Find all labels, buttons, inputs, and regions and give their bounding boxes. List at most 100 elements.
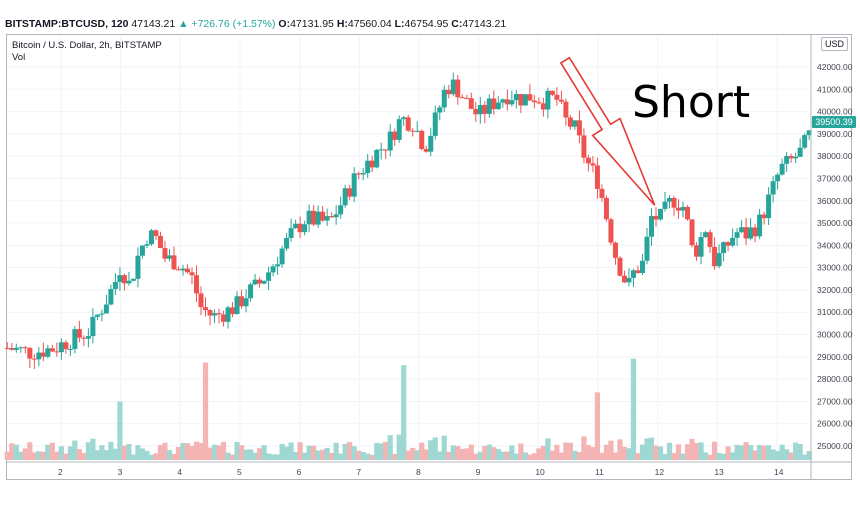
time-axis[interactable]: 2 3 4 5 6 7 8 9 10 11 12 13 14 xyxy=(7,461,851,477)
time-tick-label: 12 xyxy=(655,467,665,477)
candle-body xyxy=(676,207,682,211)
volume-bar xyxy=(581,436,587,460)
volume-bar xyxy=(536,448,542,460)
price-tick-label: 30000.00 xyxy=(817,330,853,340)
candle-body xyxy=(297,223,303,233)
candle-body xyxy=(184,268,190,273)
volume-bar xyxy=(747,444,754,460)
volume-bar xyxy=(729,452,736,460)
volume-bar xyxy=(126,444,132,460)
candle-body xyxy=(518,94,524,106)
volume-bar xyxy=(234,441,240,460)
volume-bar xyxy=(13,444,19,460)
volume-bar xyxy=(220,441,227,460)
candle-body xyxy=(585,157,591,164)
volume-bar xyxy=(31,452,37,460)
volume-bar xyxy=(229,454,236,460)
candle-body xyxy=(468,98,474,109)
volume-bar xyxy=(130,454,137,460)
candle-body xyxy=(126,280,132,284)
candle-body xyxy=(545,90,551,110)
candle-body xyxy=(342,188,348,206)
candle-body xyxy=(644,236,650,261)
candle-body xyxy=(351,173,357,197)
currency-selector[interactable]: USD xyxy=(821,37,849,51)
volume-bar xyxy=(342,443,348,460)
volume-bar xyxy=(148,454,155,460)
short-annotation: Short xyxy=(632,77,751,128)
volume-bar xyxy=(468,444,474,460)
volume-bar xyxy=(590,447,596,460)
candle-body xyxy=(58,342,64,353)
candle-body xyxy=(446,89,452,95)
volume-bar xyxy=(401,365,407,460)
volume-bar xyxy=(135,445,141,460)
volume-bar xyxy=(81,453,87,460)
volume-bar xyxy=(522,452,528,460)
volume-bar xyxy=(689,438,695,460)
volume-bar xyxy=(347,442,353,460)
volume-bar xyxy=(324,447,330,460)
price-axis[interactable]: 42000.00 41000.00 40000.00 39000.00 38000.00… xyxy=(810,35,853,479)
price-tick-label: 35000.00 xyxy=(817,218,853,228)
candle-body xyxy=(797,147,803,157)
volume-bar xyxy=(90,438,96,460)
volume-bar xyxy=(85,442,91,460)
volume-bar xyxy=(180,443,186,460)
volume-bar xyxy=(67,446,73,460)
volume-bar xyxy=(63,453,69,460)
volume-bar xyxy=(410,447,416,460)
candle-body xyxy=(108,289,114,305)
volume-bar xyxy=(666,442,673,460)
volume-bar xyxy=(464,448,470,460)
price-tick-label: 42000.00 xyxy=(817,62,853,72)
volume-bar xyxy=(171,453,177,460)
candle-body xyxy=(685,206,691,220)
volume-bar xyxy=(720,453,727,460)
volume-bar xyxy=(500,451,506,460)
volume-bar xyxy=(806,451,812,460)
volume-bar xyxy=(766,445,772,460)
price-change: ▲ +726.76 (+1.57%) xyxy=(178,18,276,30)
volume-bar xyxy=(414,450,420,460)
volume-bar xyxy=(189,445,195,460)
volume-bar xyxy=(193,441,200,460)
volume-bar xyxy=(288,442,294,460)
chart-frame[interactable] xyxy=(6,34,852,480)
time-tick-label: 2 xyxy=(58,467,63,477)
last-price-tag: 39500.39 xyxy=(812,116,856,128)
volume-bar xyxy=(396,434,402,460)
symbol-name: BITSTAMP:BTCUSD, 120 xyxy=(5,18,129,30)
candle-body xyxy=(139,245,145,256)
candle-body xyxy=(22,347,28,349)
candle-body xyxy=(130,278,136,281)
time-tick-label: 5 xyxy=(237,467,242,477)
candle-body xyxy=(13,347,19,350)
candle-body xyxy=(721,242,727,254)
volume-bar xyxy=(495,448,501,460)
candle-body xyxy=(234,296,240,315)
price-tick-label: 34000.00 xyxy=(817,240,853,250)
volume-bar xyxy=(153,453,159,460)
candle-body xyxy=(112,281,118,290)
candle-body xyxy=(221,314,227,322)
volume-bar xyxy=(761,445,767,460)
volume-bar xyxy=(608,440,614,460)
candles xyxy=(4,72,812,369)
candle-body xyxy=(635,270,641,274)
volume-bar xyxy=(648,437,655,460)
volume-bar xyxy=(770,449,776,460)
volume-bar xyxy=(22,448,28,460)
price-tick-label: 26000.00 xyxy=(817,419,853,429)
volume-bar xyxy=(162,442,168,460)
volume-bar xyxy=(58,446,64,460)
candle-body xyxy=(31,358,37,360)
candle-body xyxy=(180,268,186,271)
volume-bar xyxy=(139,448,146,460)
candle-body xyxy=(360,173,366,175)
candle-body xyxy=(531,100,537,103)
candle-body xyxy=(612,242,618,258)
volume-bar xyxy=(338,453,344,460)
candle-body xyxy=(320,211,326,221)
